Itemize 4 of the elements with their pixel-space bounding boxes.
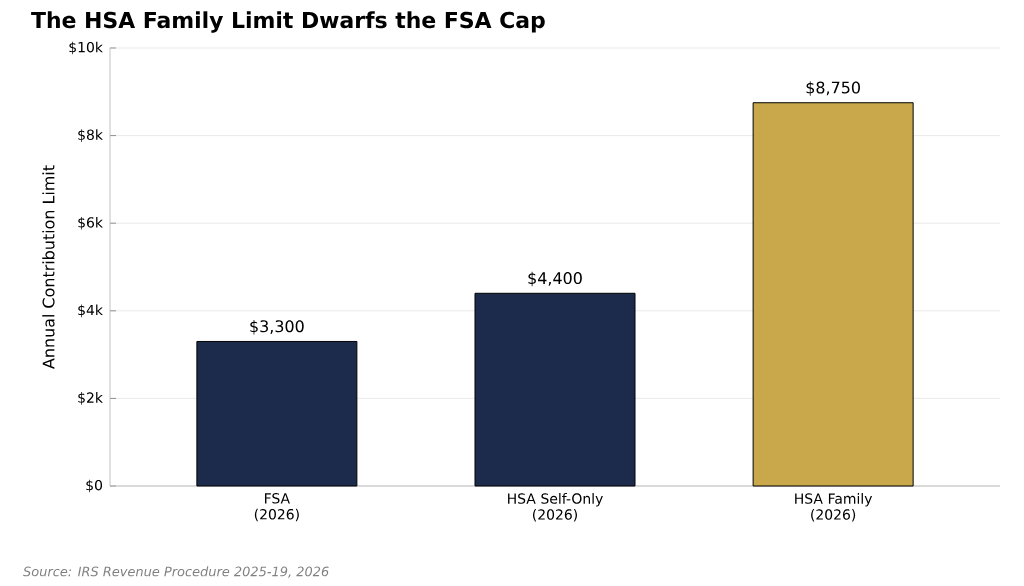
chart-title: The HSA Family Limit Dwarfs the FSA Cap (31, 11, 545, 33)
bar (474, 292, 636, 487)
bar (196, 340, 358, 487)
bar (752, 102, 914, 487)
